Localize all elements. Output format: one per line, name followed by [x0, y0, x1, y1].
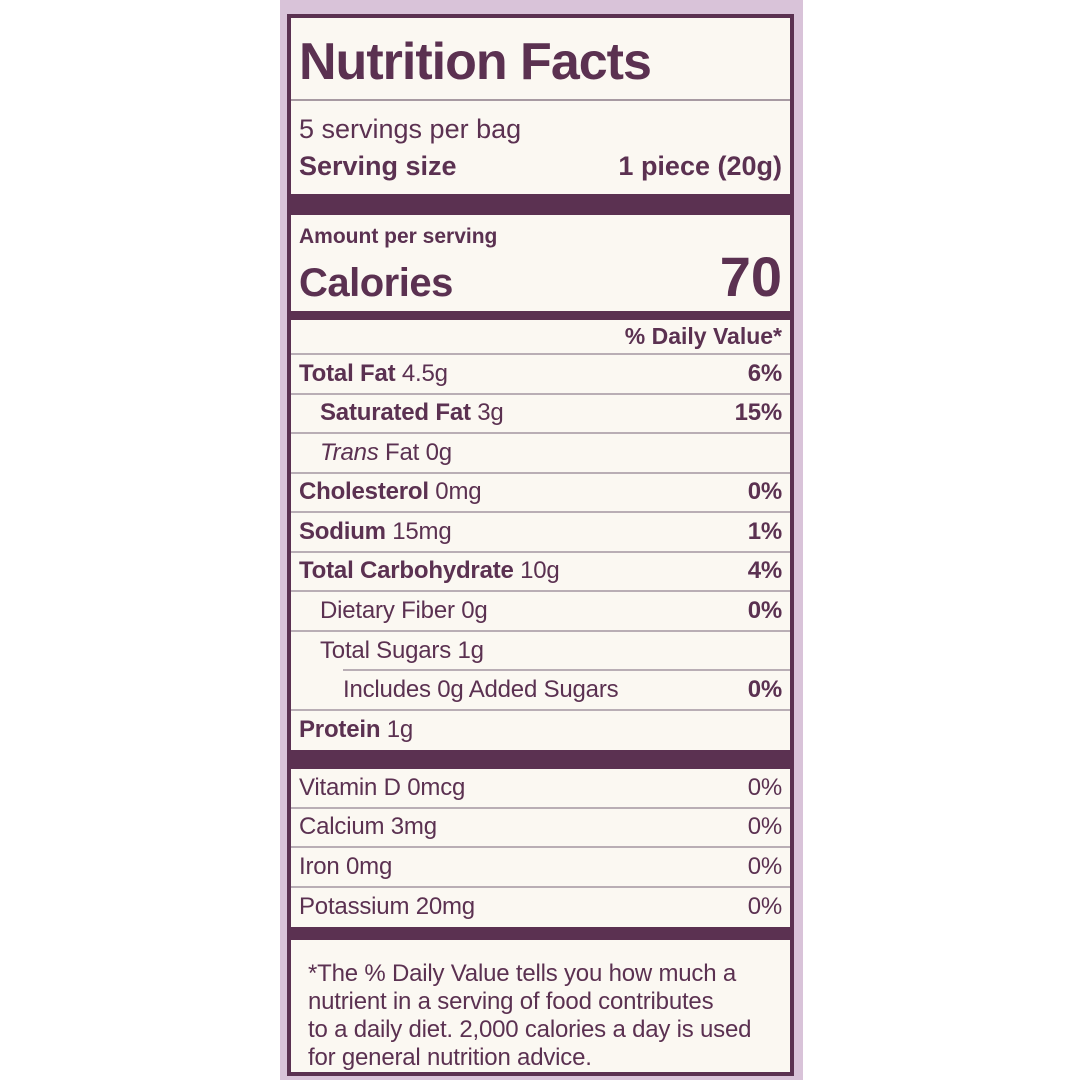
- nutrition-facts-label: Nutrition Facts 5 servings per bag Servi…: [287, 14, 794, 1076]
- amount-per-serving-label: Amount per serving: [299, 225, 498, 249]
- serving-size-value: 1 piece (20g): [618, 151, 782, 182]
- nutrient-percent: 1%: [747, 517, 782, 545]
- footnote-line: for general nutrition advice.: [308, 1044, 592, 1071]
- nutrient-row: Trans Fat 0g: [291, 434, 790, 474]
- footnote-line: *The % Daily Value tells you how much a: [308, 960, 736, 987]
- nutrient-name-amount: Total Fat 4.5g: [299, 359, 448, 387]
- nutrient-name-amount: Iron 0mg: [299, 852, 393, 880]
- nutrient-row: Sodium 15mg 1%: [291, 513, 790, 553]
- nutrient-percent: 0%: [747, 675, 782, 703]
- serving-size-row: Serving size 1 piece (20g): [291, 145, 790, 194]
- servings-per-container: 5 servings per bag: [299, 113, 522, 144]
- label-title: Nutrition Facts: [299, 33, 652, 91]
- nutrient-percent: 0%: [747, 893, 782, 921]
- footnote-line: nutrient in a serving of food contribute…: [308, 988, 714, 1015]
- nutrient-name-amount: Dietary Fiber 0g: [320, 596, 488, 624]
- nutrient-name-amount: Total Carbohydrate 10g: [299, 557, 560, 585]
- nutrient-percent: 0%: [747, 852, 782, 880]
- nutrient-rows: Total Fat 4.5g 6% Saturated Fat 3g 15% T…: [291, 355, 790, 750]
- nutrient-name-amount: Potassium 20mg: [299, 893, 475, 921]
- nutrient-row: Calcium 3mg 0%: [291, 809, 790, 848]
- micronutrient-rows: Vitamin D 0mcg 0% Calcium 3mg 0% Iron 0m…: [291, 769, 790, 927]
- nutrient-name-amount: Vitamin D 0mcg: [299, 773, 466, 801]
- nutrient-row: Saturated Fat 3g 15%: [291, 395, 790, 434]
- nutrient-percent: 6%: [747, 359, 782, 387]
- nutrient-name-amount: Cholesterol 0mg: [299, 478, 482, 506]
- nutrient-name-amount: Protein 1g: [299, 716, 414, 744]
- nutrient-percent: 15%: [734, 399, 783, 427]
- nutrient-row: Cholesterol 0mg 0%: [291, 474, 790, 513]
- divider-bar-medium: [291, 311, 790, 321]
- nutrient-row: Protein 1g: [291, 711, 790, 751]
- calories-value: 70: [719, 245, 782, 309]
- nutrient-name-amount: Trans Fat 0g: [320, 438, 452, 466]
- nutrient-name-amount: Calcium 3mg: [299, 813, 437, 841]
- nutrient-percent: 0%: [747, 478, 782, 506]
- nutrient-percent: 0%: [747, 813, 782, 841]
- nutrient-row: Vitamin D 0mcg 0%: [291, 769, 790, 809]
- daily-value-header: % Daily Value*: [291, 320, 790, 355]
- divider-bar-footnote: [291, 927, 790, 940]
- nutrient-name-amount: Total Sugars 1g: [320, 637, 484, 665]
- serving-size-label: Serving size: [299, 151, 457, 182]
- divider-bar-vitamins: [291, 750, 790, 769]
- nutrient-row: Iron 0mg 0%: [291, 848, 790, 888]
- nutrient-percent: 4%: [747, 557, 782, 585]
- nutrient-row: Dietary Fiber 0g 0%: [291, 592, 790, 632]
- nutrient-percent: 0%: [747, 596, 782, 624]
- nutrient-row: Total Carbohydrate 10g 4%: [291, 553, 790, 592]
- title-divider: [291, 99, 790, 101]
- nutrient-name-amount: Includes 0g Added Sugars: [343, 675, 619, 703]
- calories-label: Calories: [299, 261, 453, 306]
- footnote-line: to a daily diet. 2,000 calories a day is…: [308, 1016, 752, 1043]
- calories-row: Calories 70: [291, 249, 790, 311]
- nutrient-row: Includes 0g Added Sugars 0%: [291, 669, 790, 711]
- nutrient-name-amount: Saturated Fat 3g: [320, 399, 504, 427]
- divider-bar-thick: [291, 194, 790, 216]
- nutrient-row: Total Sugars 1g: [291, 632, 790, 672]
- nutrient-name-amount: Sodium 15mg: [299, 517, 452, 545]
- inset-divider: [343, 669, 790, 671]
- nutrient-percent: 0%: [747, 773, 782, 801]
- nutrient-row: Total Fat 4.5g 6%: [291, 355, 790, 395]
- nutrient-row: Potassium 20mg 0%: [291, 888, 790, 928]
